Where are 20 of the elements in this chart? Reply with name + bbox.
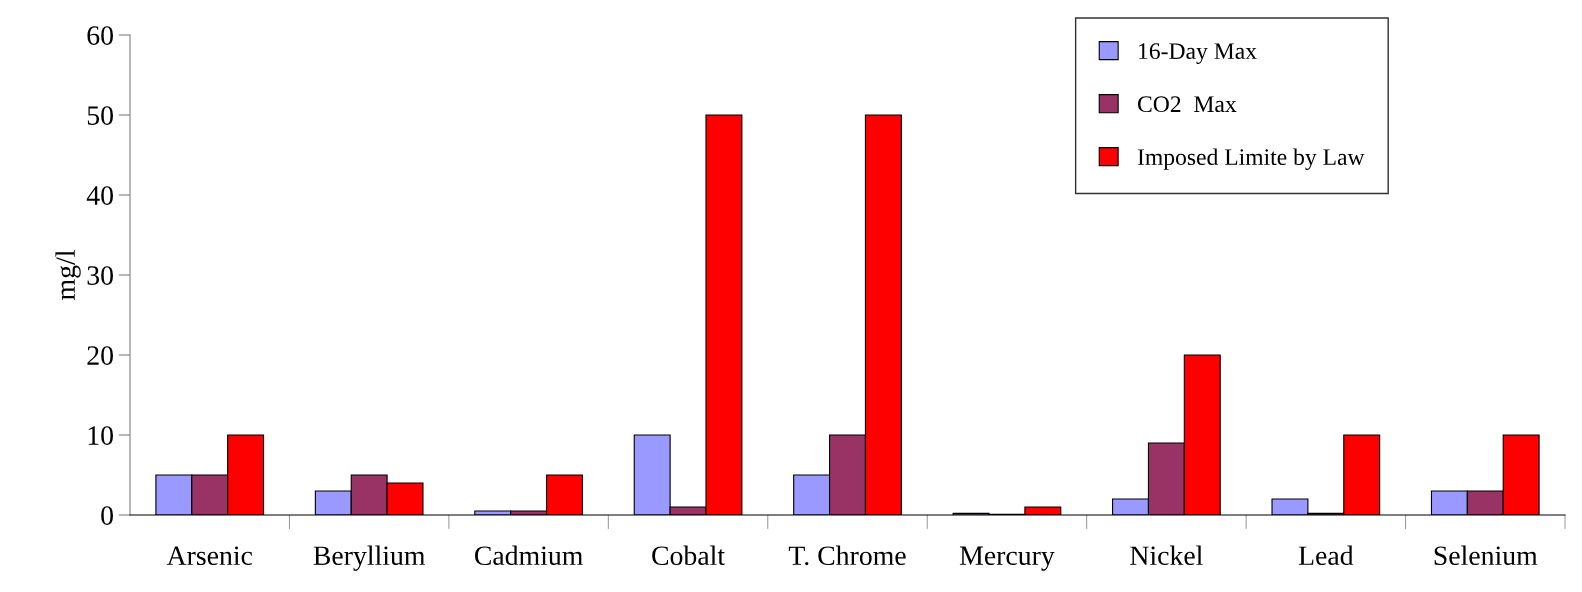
x-tick-label: T. Chrome — [788, 545, 906, 566]
y-tick-label: 50 — [87, 106, 113, 125]
y-axis-title: mg/l — [55, 250, 81, 300]
y-tick-label: 30 — [87, 266, 113, 285]
x-tick-label: Cadmium — [474, 545, 583, 566]
x-tick-label: Selenium — [1434, 545, 1538, 566]
x-tick-label: Mercury — [959, 546, 1055, 571]
legend-label: 16-Day Max — [1139, 43, 1257, 64]
legend-label: CO2 Max — [1137, 96, 1237, 113]
y-tick-label: 60 — [87, 26, 113, 45]
x-tick-label: Lead — [1298, 545, 1354, 566]
y-tick-label: 20 — [87, 346, 113, 365]
legend-label: Imposed Limite by Law — [1137, 148, 1365, 170]
x-tick-label: Nickel — [1130, 545, 1203, 566]
x-tick-label: Cobalt — [652, 545, 725, 566]
x-tick-label: Beryllium — [313, 545, 426, 571]
y-tick-label: 10 — [88, 426, 113, 445]
x-tick-label: Arsenic — [166, 546, 253, 566]
y-tick-label: 40 — [86, 186, 113, 205]
y-tick-label: 0 — [101, 506, 113, 525]
